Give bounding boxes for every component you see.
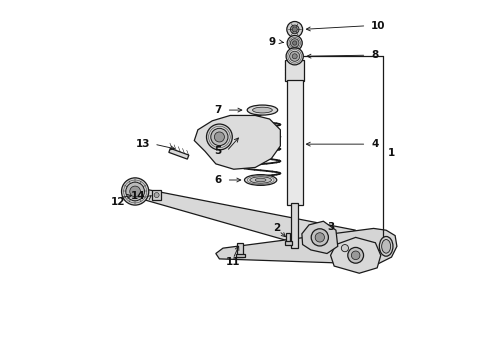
Circle shape: [206, 124, 232, 150]
Polygon shape: [194, 116, 280, 169]
Text: 12: 12: [110, 197, 125, 207]
Text: 13: 13: [135, 139, 149, 149]
Polygon shape: [330, 237, 380, 273]
Polygon shape: [301, 221, 337, 253]
Bar: [286, 80, 302, 205]
Circle shape: [292, 27, 297, 32]
Text: 8: 8: [370, 50, 378, 60]
Ellipse shape: [247, 105, 277, 115]
Bar: [285, 60, 304, 81]
Ellipse shape: [252, 107, 272, 113]
Bar: [152, 190, 161, 200]
Circle shape: [290, 39, 298, 47]
Text: 7: 7: [214, 105, 222, 115]
Ellipse shape: [249, 177, 271, 183]
Text: 11: 11: [225, 257, 240, 267]
Circle shape: [285, 48, 303, 65]
Circle shape: [314, 233, 324, 242]
Ellipse shape: [381, 239, 390, 253]
Bar: [237, 243, 243, 257]
Ellipse shape: [379, 237, 392, 256]
Polygon shape: [215, 228, 396, 264]
Bar: [168, 148, 188, 159]
Text: 6: 6: [214, 175, 222, 185]
Circle shape: [286, 36, 302, 50]
Text: 4: 4: [370, 139, 378, 149]
Circle shape: [289, 51, 299, 61]
Circle shape: [210, 129, 227, 145]
Circle shape: [351, 251, 359, 260]
Text: 3: 3: [326, 222, 333, 231]
Bar: [290, 203, 298, 248]
Text: 14: 14: [131, 191, 145, 201]
Circle shape: [121, 178, 148, 205]
Circle shape: [310, 229, 328, 246]
Ellipse shape: [244, 175, 276, 185]
Text: 5: 5: [214, 146, 222, 156]
Text: 1: 1: [387, 148, 394, 158]
Circle shape: [347, 247, 363, 263]
Circle shape: [292, 41, 296, 45]
Circle shape: [129, 186, 140, 197]
Text: 2: 2: [273, 224, 280, 233]
Bar: [235, 253, 244, 257]
Circle shape: [154, 193, 159, 198]
Text: 9: 9: [268, 37, 276, 47]
Polygon shape: [131, 187, 357, 257]
Bar: [286, 233, 289, 244]
Circle shape: [286, 22, 302, 37]
Circle shape: [214, 132, 224, 142]
Circle shape: [341, 244, 348, 252]
Circle shape: [125, 182, 144, 201]
Circle shape: [290, 25, 298, 34]
Ellipse shape: [255, 178, 265, 182]
Bar: [284, 241, 291, 244]
Circle shape: [292, 54, 297, 59]
Text: 10: 10: [370, 21, 385, 31]
